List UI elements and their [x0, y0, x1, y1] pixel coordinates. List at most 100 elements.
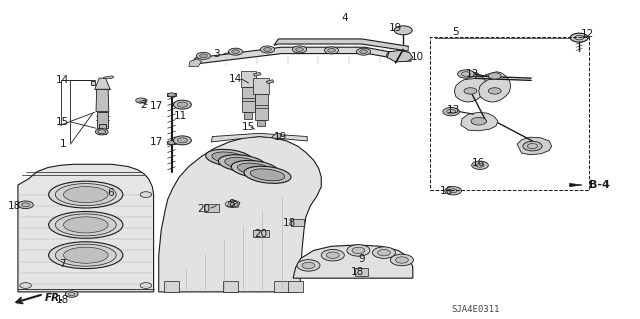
Ellipse shape	[63, 187, 108, 203]
Circle shape	[292, 46, 307, 53]
Circle shape	[352, 247, 365, 254]
Circle shape	[232, 50, 239, 54]
Text: 16: 16	[440, 186, 453, 196]
Circle shape	[264, 48, 271, 51]
Polygon shape	[18, 164, 154, 292]
Text: 14: 14	[229, 74, 242, 84]
Polygon shape	[255, 94, 268, 120]
Circle shape	[347, 245, 370, 256]
Circle shape	[65, 291, 78, 297]
Ellipse shape	[49, 181, 123, 208]
Text: B-4: B-4	[589, 180, 610, 190]
Circle shape	[20, 283, 31, 288]
Circle shape	[387, 51, 401, 58]
Polygon shape	[99, 124, 106, 134]
Circle shape	[396, 257, 408, 263]
Circle shape	[356, 48, 371, 55]
Text: 17: 17	[150, 137, 163, 147]
Circle shape	[372, 247, 396, 258]
Text: 11: 11	[174, 111, 187, 122]
Text: SJA4E0311: SJA4E0311	[451, 305, 500, 314]
Bar	[430, 37, 589, 190]
Text: 4: 4	[341, 12, 348, 23]
Circle shape	[390, 53, 397, 57]
Circle shape	[443, 108, 460, 116]
Polygon shape	[266, 80, 274, 84]
Polygon shape	[355, 268, 368, 276]
Circle shape	[136, 98, 146, 103]
Polygon shape	[104, 76, 114, 78]
Text: 18: 18	[56, 295, 69, 306]
Polygon shape	[387, 50, 413, 62]
Text: 7: 7	[60, 259, 66, 269]
Ellipse shape	[63, 217, 108, 233]
Polygon shape	[272, 133, 282, 139]
Circle shape	[196, 52, 211, 59]
Text: 15: 15	[56, 117, 69, 127]
Polygon shape	[91, 81, 95, 85]
Circle shape	[302, 262, 315, 269]
Circle shape	[321, 249, 344, 261]
Circle shape	[260, 46, 275, 53]
Circle shape	[488, 73, 501, 79]
Ellipse shape	[218, 155, 266, 172]
Circle shape	[95, 129, 108, 135]
Text: 18: 18	[283, 218, 296, 228]
Polygon shape	[288, 281, 303, 292]
Polygon shape	[211, 133, 307, 142]
Polygon shape	[570, 183, 582, 187]
Circle shape	[445, 187, 461, 195]
Polygon shape	[274, 39, 408, 51]
Ellipse shape	[244, 166, 291, 183]
Polygon shape	[97, 112, 108, 128]
Text: 6: 6	[107, 188, 113, 198]
Ellipse shape	[49, 242, 123, 269]
Polygon shape	[167, 141, 176, 144]
Polygon shape	[167, 93, 176, 96]
Text: 12: 12	[581, 29, 594, 40]
Ellipse shape	[55, 184, 116, 205]
Circle shape	[296, 48, 303, 51]
Text: 8: 8	[228, 198, 235, 209]
Circle shape	[390, 254, 413, 266]
Polygon shape	[253, 78, 269, 94]
Circle shape	[523, 141, 542, 151]
Polygon shape	[164, 281, 179, 292]
Circle shape	[378, 249, 390, 256]
Circle shape	[472, 161, 488, 169]
Ellipse shape	[205, 149, 253, 167]
Polygon shape	[227, 200, 240, 207]
Circle shape	[168, 93, 175, 97]
Polygon shape	[253, 230, 269, 237]
Text: 14: 14	[56, 75, 69, 85]
Ellipse shape	[237, 163, 272, 175]
Polygon shape	[291, 219, 304, 226]
Ellipse shape	[225, 157, 259, 169]
Polygon shape	[242, 87, 255, 112]
Polygon shape	[159, 137, 321, 292]
Circle shape	[200, 54, 207, 58]
Polygon shape	[293, 245, 413, 278]
Circle shape	[360, 50, 367, 54]
Circle shape	[471, 117, 486, 125]
Text: 15: 15	[242, 122, 255, 132]
Text: 16: 16	[472, 158, 485, 168]
Circle shape	[464, 73, 477, 79]
Polygon shape	[241, 71, 256, 87]
Polygon shape	[517, 137, 552, 155]
Text: 3: 3	[213, 48, 220, 59]
Text: 19: 19	[274, 131, 287, 142]
Text: 13: 13	[466, 69, 479, 79]
Circle shape	[228, 48, 243, 55]
Circle shape	[140, 192, 152, 197]
Circle shape	[328, 48, 335, 52]
Text: 10: 10	[411, 52, 424, 63]
Text: 5: 5	[452, 27, 459, 37]
Polygon shape	[461, 112, 498, 131]
Circle shape	[464, 88, 477, 94]
Text: 20: 20	[197, 204, 210, 214]
Polygon shape	[253, 72, 261, 76]
Polygon shape	[136, 98, 147, 103]
Polygon shape	[204, 204, 219, 212]
Circle shape	[177, 102, 188, 107]
